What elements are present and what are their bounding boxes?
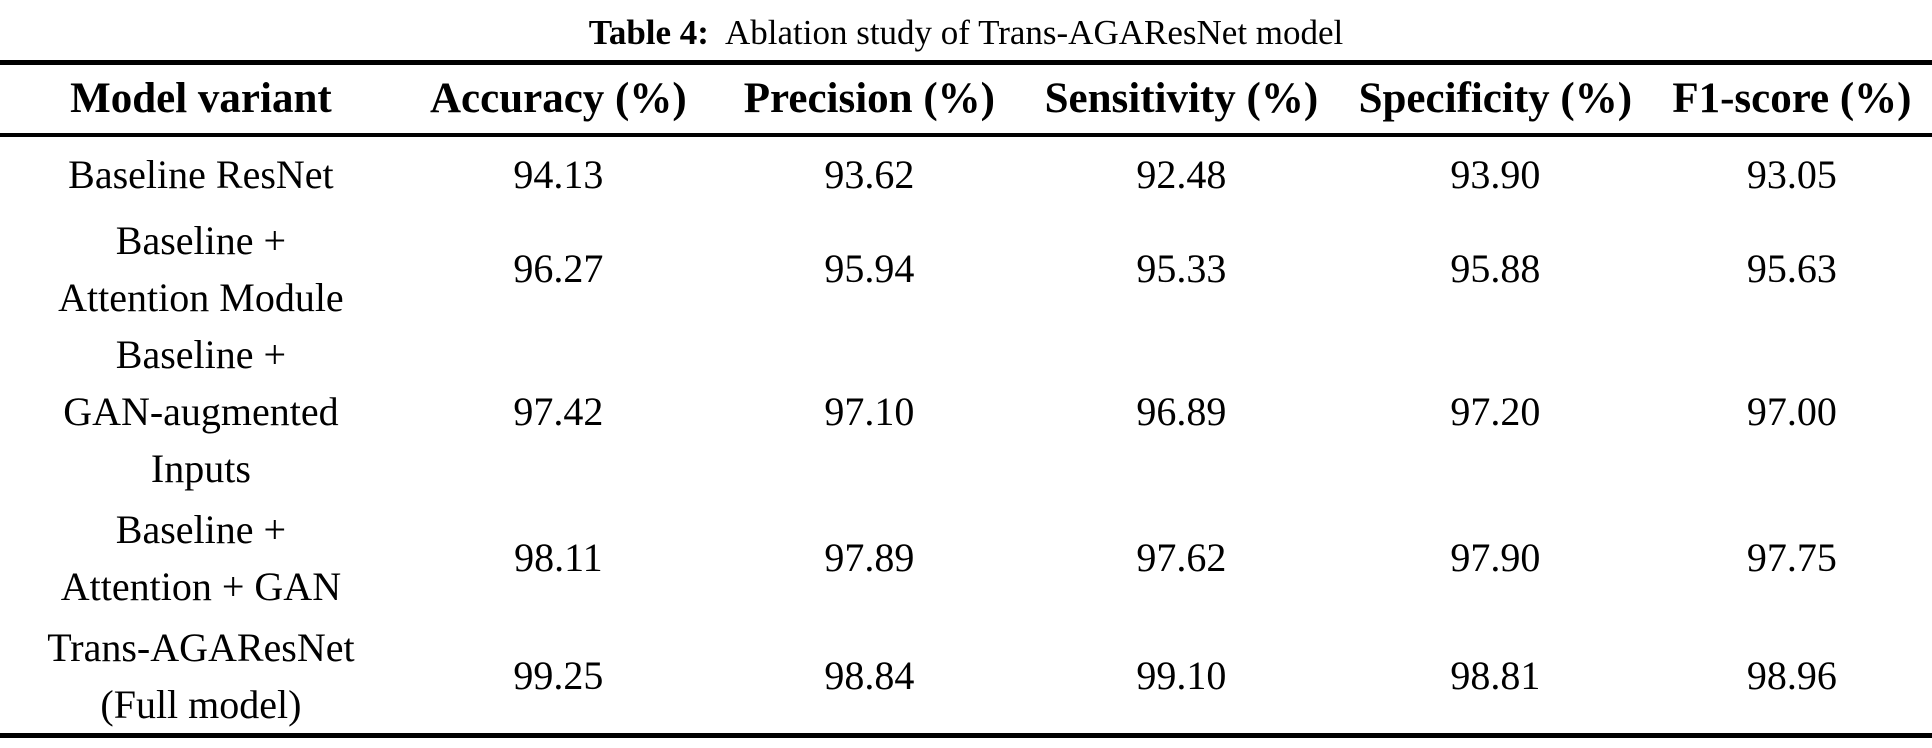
- precision-value-cell: 98.84: [824, 653, 915, 698]
- column-header-precision: Precision (%): [743, 75, 995, 123]
- specificity-value-cell: 98.81: [1450, 653, 1541, 698]
- specificity-value-cell: 93.90: [1450, 151, 1541, 197]
- accuracy-value-cell: 96.27: [513, 246, 604, 291]
- precision-value-cell: 95.94: [824, 246, 915, 291]
- f1-score-value-cell: 98.96: [1746, 653, 1837, 698]
- f1-score-value-cell: 93.05: [1746, 151, 1837, 197]
- column-header-model-variant: Model variant: [70, 75, 332, 123]
- accuracy-value-cell: 97.42: [513, 388, 604, 434]
- table-row-baseline-gan: Baseline + GAN-augmented Inputs 97.42 97…: [0, 326, 1932, 497]
- sensitivity-value-cell: 92.48: [1136, 151, 1227, 197]
- table-row-baseline-attention-gan: Baseline + Attention + GAN 98.11 97.89 9…: [0, 497, 1932, 619]
- table-caption-text: Ablation study of Trans-AGAResNet model: [724, 13, 1344, 52]
- sensitivity-value-cell: 97.62: [1136, 535, 1227, 580]
- model-variant-cell: Baseline + GAN-augmented Inputs: [63, 331, 339, 491]
- table-caption: Table 4: Ablation study of Trans-AGAResNe…: [0, 0, 1932, 60]
- sensitivity-value-cell: 96.89: [1136, 388, 1227, 434]
- sensitivity-value-cell: 99.10: [1136, 653, 1227, 698]
- accuracy-value-cell: 99.25: [513, 653, 604, 698]
- ablation-results-table: Model variant Accuracy (%) Precision (%)…: [0, 60, 1932, 738]
- specificity-value-cell: 95.88: [1450, 246, 1541, 291]
- specificity-value-cell: 97.20: [1450, 388, 1541, 434]
- precision-value-cell: 93.62: [824, 151, 915, 197]
- precision-value-cell: 97.89: [824, 535, 915, 580]
- accuracy-value-cell: 98.11: [514, 535, 603, 580]
- precision-value-cell: 97.10: [824, 388, 915, 434]
- column-header-sensitivity: Sensitivity (%): [1044, 75, 1319, 123]
- specificity-value-cell: 97.90: [1450, 535, 1541, 580]
- model-variant-cell: Baseline + Attention + GAN: [60, 506, 342, 609]
- table-row-baseline-resnet: Baseline ResNet 94.13 93.62 92.48 93.90 …: [0, 135, 1932, 212]
- column-header-specificity: Specificity (%): [1358, 75, 1633, 123]
- model-variant-cell: Baseline + Attention Module: [58, 217, 344, 320]
- model-variant-cell: Baseline ResNet: [68, 151, 334, 197]
- f1-score-value-cell: 95.63: [1746, 246, 1837, 291]
- model-variant-cell: Trans-AGAResNet (Full model): [47, 624, 355, 727]
- f1-score-value-cell: 97.75: [1746, 535, 1837, 580]
- sensitivity-value-cell: 95.33: [1136, 246, 1227, 291]
- f1-score-value-cell: 97.00: [1746, 388, 1837, 434]
- accuracy-value-cell: 94.13: [513, 151, 604, 197]
- table-caption-label: Table 4:: [588, 13, 709, 52]
- column-header-accuracy: Accuracy (%): [429, 75, 687, 123]
- table-row-trans-agaresnet-full: Trans-AGAResNet (Full model) 99.25 98.84…: [0, 619, 1932, 736]
- column-header-f1-score: F1-score (%): [1672, 75, 1912, 123]
- table-header-row: Model variant Accuracy (%) Precision (%)…: [0, 63, 1932, 135]
- table-row-baseline-attention: Baseline + Attention Module 96.27 95.94 …: [0, 212, 1932, 326]
